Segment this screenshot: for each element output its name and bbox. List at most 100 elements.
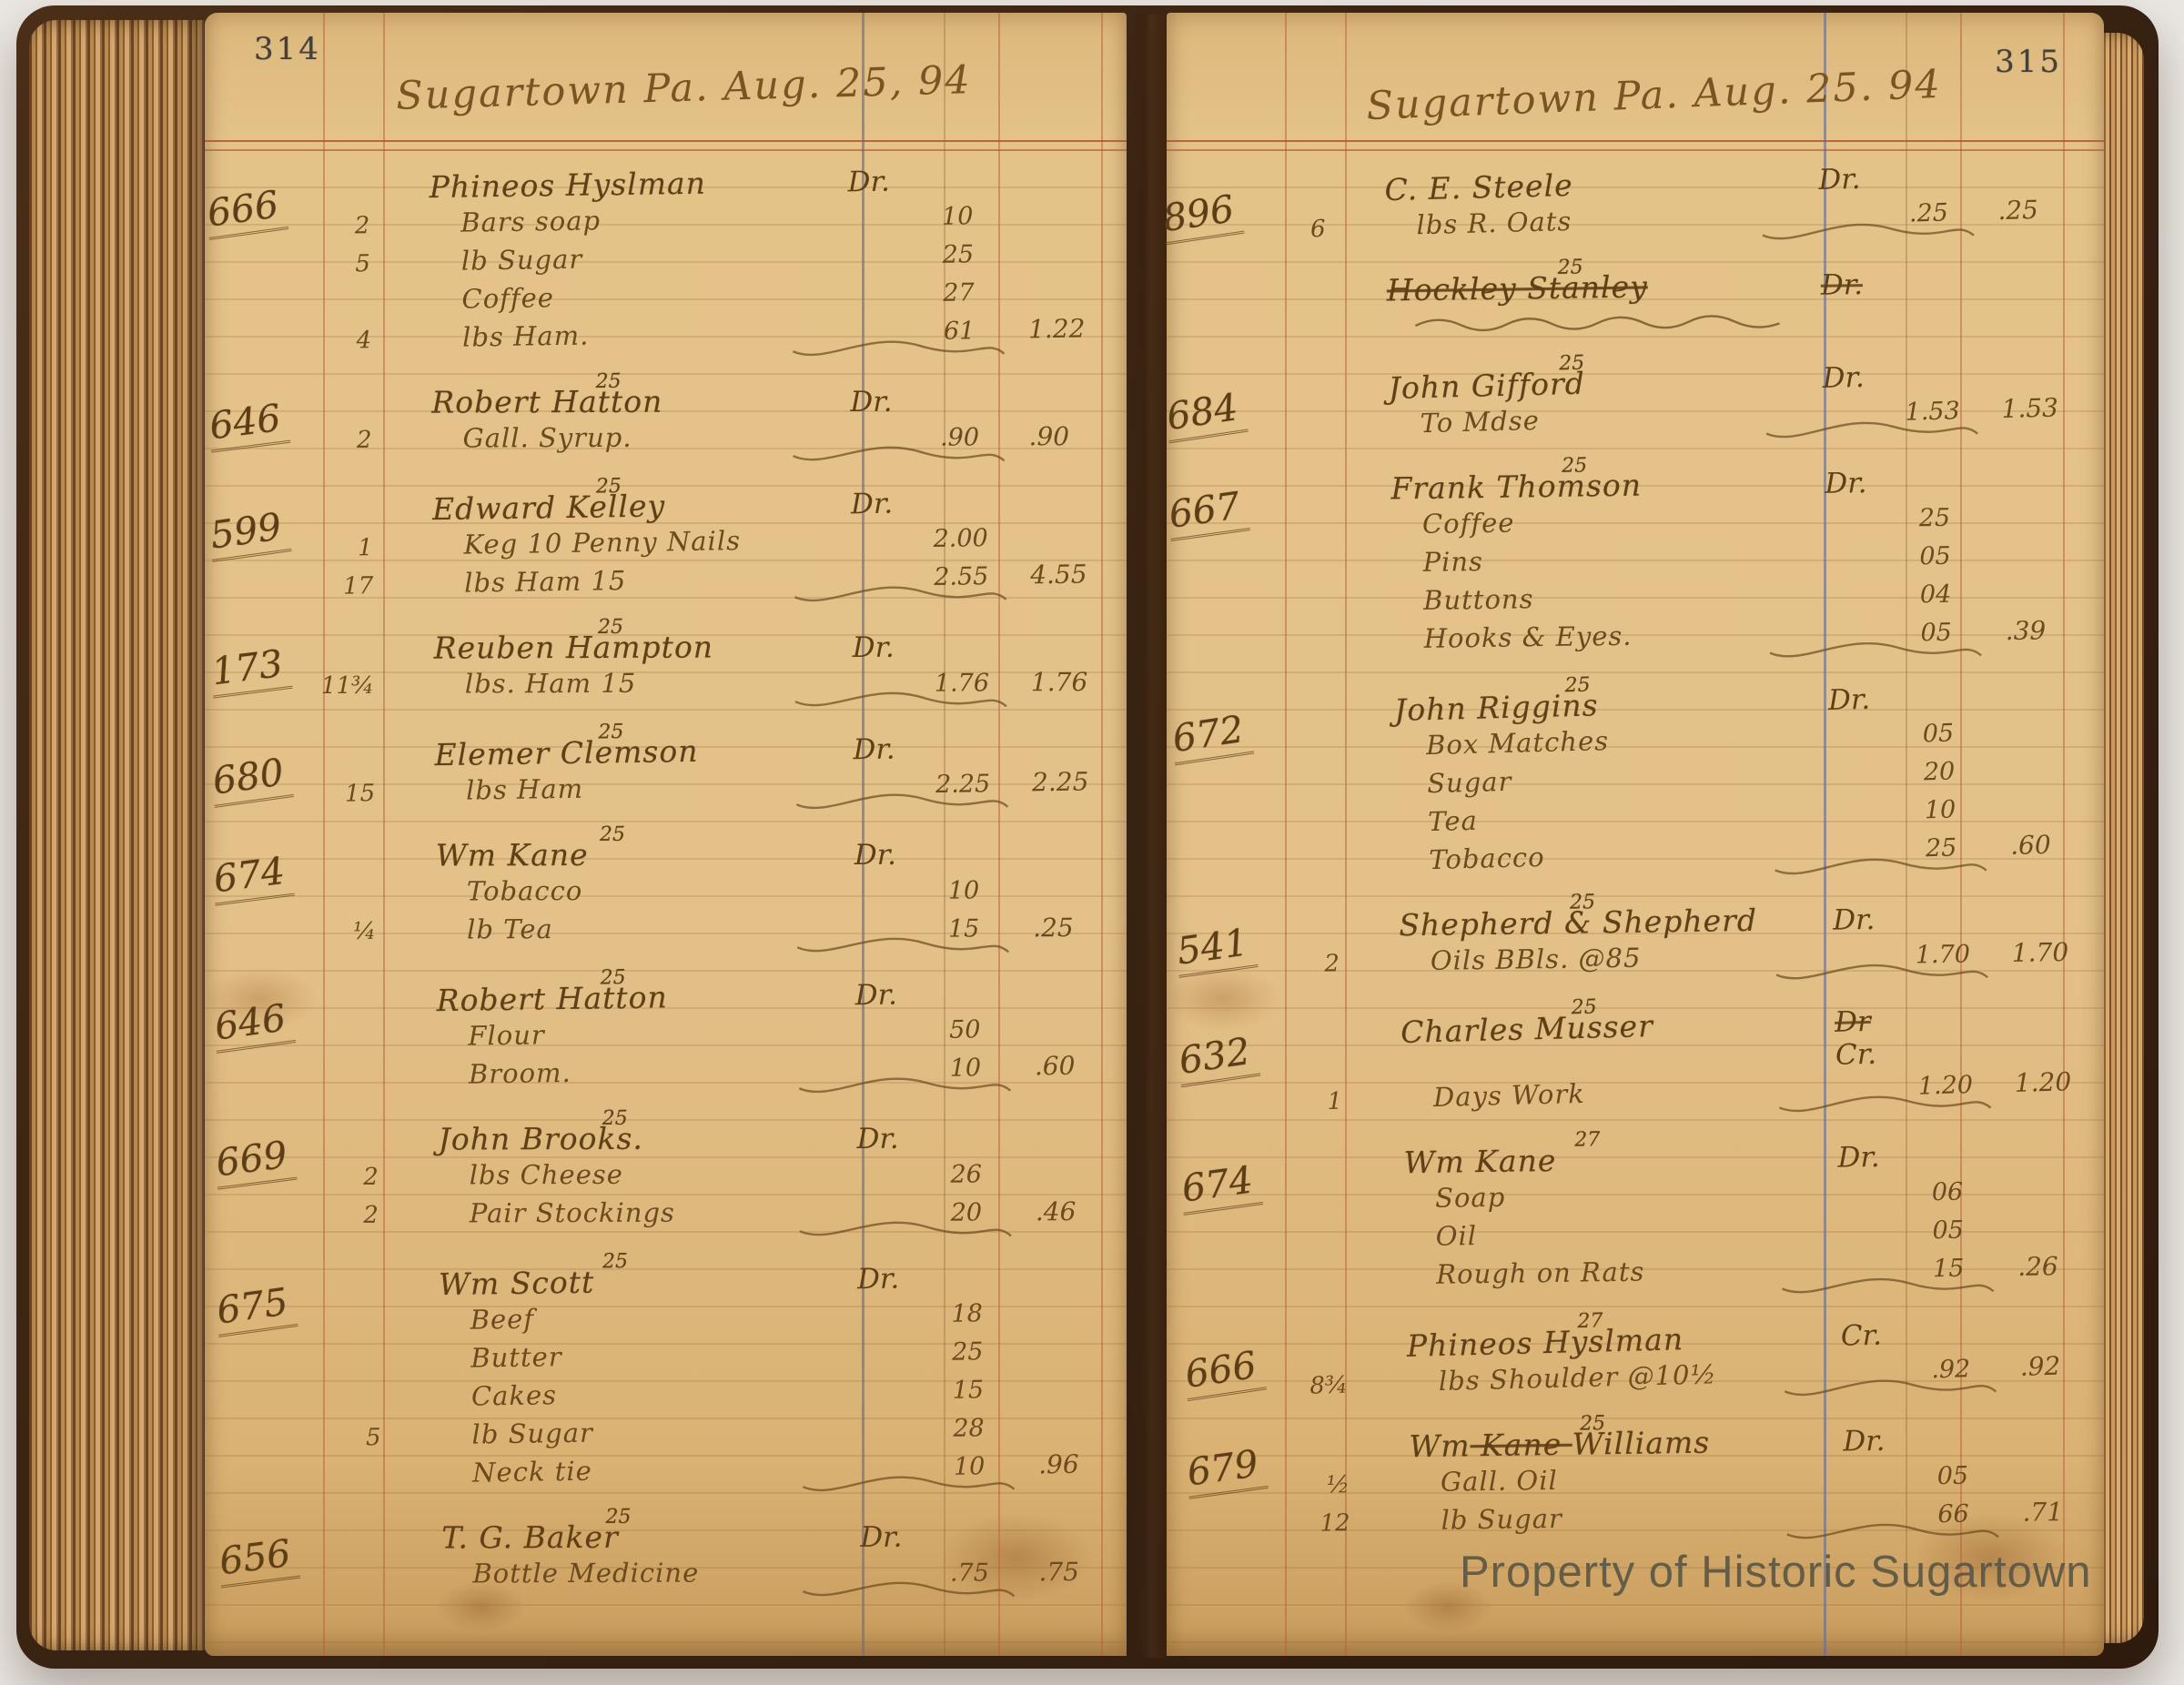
- line-qty: [329, 1483, 389, 1484]
- entry-name-row: 25 T. G. Baker Dr.: [329, 1505, 1125, 1559]
- ledger-entry: 656 25 T. G. Baker Dr. Bottle Medicine .75 .75: [215, 1505, 1125, 1598]
- line-desc: Coffee: [461, 282, 555, 315]
- line-amount: [935, 757, 990, 758]
- entry-name-row: 25 Robert Hatton Dr.: [318, 369, 1115, 423]
- line-amount: 25: [1918, 503, 1951, 533]
- line-desc: lbs Ham.: [461, 319, 590, 353]
- line-amount: 15: [1932, 1254, 1965, 1284]
- line-total: 1.53: [2001, 392, 2059, 425]
- line-amount: 26: [950, 1160, 982, 1189]
- line-qty: ½: [1326, 1471, 1350, 1499]
- entry-marker: [859, 1398, 941, 1399]
- line-total: [1967, 814, 2096, 818]
- entry-account: 667: [1164, 482, 1251, 541]
- line-total: [1975, 1198, 2103, 1200]
- line-total: [1957, 291, 2086, 293]
- line-amount: [1901, 186, 1956, 187]
- entry-marker: Dr.: [1820, 268, 1864, 302]
- line-amount: 25: [942, 240, 975, 269]
- entry-item-row: 2 Pair Stockings 20 .46: [326, 1196, 1122, 1236]
- line-total: [996, 1396, 1124, 1397]
- line-total: [986, 298, 1115, 300]
- ledger-entry: 669 25 John Brooks. Dr. 2 lbs Cheese 26 2 Pair S…: [211, 1107, 1122, 1237]
- line-desc: Pair Stockings: [469, 1196, 675, 1229]
- date-superscript: 25: [1571, 995, 1597, 1020]
- page-header: Sugartown Pa. Aug. 25. 94: [1365, 61, 1943, 130]
- ledger-entry: 646 25 Robert Hatton Dr. Flour 50 Broom. 10 .60: [209, 966, 1121, 1099]
- date-superscript: 25: [1562, 454, 1588, 478]
- line-desc: Beef: [470, 1303, 535, 1336]
- entry-account: 666: [1180, 1341, 1268, 1402]
- line-amount: 25: [951, 1337, 984, 1367]
- line-total: [1975, 1164, 2103, 1165]
- header-double-rule: [205, 140, 1127, 151]
- date-superscript: 25: [598, 721, 624, 744]
- page-number: 315: [1995, 44, 2062, 80]
- entry-marker: Dr.: [852, 631, 895, 664]
- line-desc: Cakes: [470, 1379, 558, 1412]
- entry-account: 599: [206, 503, 292, 562]
- entry-name: 25 Frank Thomson: [1390, 454, 1643, 507]
- date-superscript: 25: [600, 966, 626, 990]
- header-double-rule: [1167, 140, 2104, 151]
- ledger-entry: 672 25 John Riggins Dr. Box Matches 05 Sugar 20…: [1168, 674, 2098, 887]
- line-amount: 61: [943, 317, 976, 346]
- line-desc: Bars soap: [460, 205, 602, 238]
- entry-marker: [1844, 1484, 1926, 1485]
- entry-name-row: 25 Reuben Hampton Dr.: [321, 616, 1117, 669]
- line-total: .25: [1033, 913, 1074, 943]
- entry-name: 25 Wm Scott: [438, 1250, 629, 1303]
- line-qty: [1289, 1044, 1349, 1045]
- entry-marker: Dr.: [1843, 1424, 1886, 1458]
- entry-marker: Dr.: [854, 978, 898, 1013]
- ledger-entry: 646 25 Robert Hatton Dr. 2 Gall. Syrup. .90 .90: [205, 369, 1115, 462]
- line-total: [1980, 1447, 2108, 1448]
- line-qty: [317, 198, 377, 199]
- entry-marker: [1829, 742, 1911, 744]
- line-total: 1.22: [1027, 313, 1086, 345]
- line-amount: 1.76: [934, 669, 990, 698]
- line-desc: Rough on Rats: [1436, 1256, 1645, 1290]
- line-qty: [1286, 871, 1346, 873]
- entry-marker: Dr.: [1817, 162, 1861, 197]
- date-superscript: 25: [1569, 891, 1596, 914]
- line-amount: 10: [1924, 795, 1956, 825]
- line-qty: [1274, 301, 1334, 302]
- entry-marker: Dr.: [1833, 903, 1876, 937]
- entry-name: 25 Hockley Stanley: [1386, 256, 1649, 308]
- line-total: [1963, 600, 2091, 602]
- ledger-entry: 679 25 Wm Kane Williams Dr. ½ Gall. Oil 05 12 lb…: [1182, 1412, 2109, 1544]
- ledger-entry: 173 25 Reuben Hampton Dr. 11¾ lbs. Ham 15 1.76…: [207, 616, 1117, 708]
- line-amount: 27: [943, 278, 975, 308]
- watermark-text: Property of Historic Sugartown: [1460, 1548, 2092, 1597]
- line-total: [995, 1319, 1123, 1321]
- line-amount: 28: [953, 1414, 985, 1443]
- entry-name: 27 Wm Kane: [1403, 1128, 1601, 1181]
- line-amount: 66: [1937, 1499, 1969, 1529]
- entry-marker: Dr Cr.: [1834, 1004, 1877, 1072]
- line-amount: 10: [953, 1452, 986, 1481]
- entry-marker: Dr.: [856, 1262, 900, 1297]
- entry-marker: [1825, 526, 1907, 527]
- line-amount: 50: [948, 1015, 981, 1044]
- entry-marker: [1836, 1095, 1918, 1096]
- entry-marker: [860, 1475, 942, 1476]
- line-amount: 1.70: [1915, 940, 1971, 970]
- entry-name: 25 T. G. Baker: [441, 1505, 632, 1556]
- line-desc: Broom.: [468, 1056, 572, 1090]
- line-amount: 1.53: [1905, 397, 1961, 427]
- entry-name: 25 Robert Hatton: [431, 369, 663, 420]
- entry-name: 25 Charles Musser: [1400, 995, 1654, 1050]
- line-qty: [1279, 572, 1340, 573]
- line-desc: lb Sugar: [1441, 1502, 1563, 1536]
- line-total: 1.20: [2014, 1066, 2072, 1098]
- entry-marker: [1845, 1522, 1926, 1523]
- entry-marker: [858, 1360, 940, 1361]
- entry-account: 674: [1177, 1156, 1264, 1216]
- line-total: 4.55: [1029, 559, 1087, 590]
- line-desc: lbs. Ham 15: [464, 667, 637, 700]
- line-qty: [1277, 435, 1337, 437]
- entry-marker: [1839, 1276, 1921, 1277]
- line-total: [1959, 381, 2088, 385]
